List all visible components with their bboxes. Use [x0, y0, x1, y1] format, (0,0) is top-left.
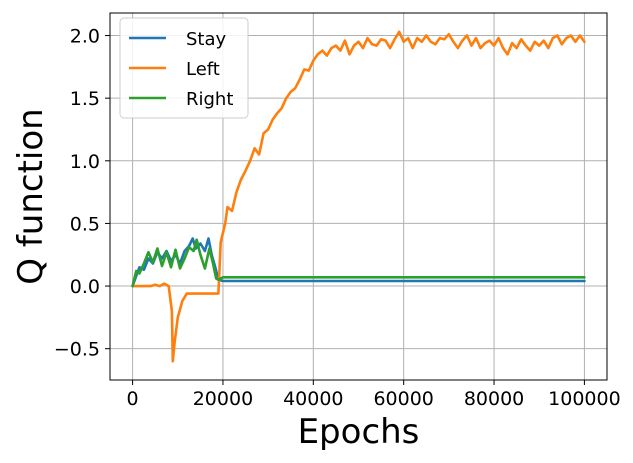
x-tick-label: 0: [127, 388, 139, 410]
x-tick-label: 40000: [283, 388, 343, 410]
legend-label-stay: Stay: [186, 29, 227, 50]
y-tick-label: 1.0: [70, 151, 100, 173]
legend-label-right: Right: [186, 89, 233, 110]
y-tick-label: −0.5: [54, 339, 100, 361]
series-line-left: [131, 30, 586, 363]
x-axis-title: Epochs: [298, 412, 420, 452]
plot-frame: [109, 12, 608, 381]
x-tick-label: 20000: [193, 388, 253, 410]
legend-label-left: Left: [186, 59, 220, 80]
series-lines: [131, 30, 586, 363]
series-line-right: [131, 238, 586, 288]
x-tick-label: 100000: [548, 388, 621, 410]
y-axis-title: Q function: [11, 108, 51, 284]
y-tick-label: 0.5: [70, 213, 100, 235]
x-tick-label: 80000: [464, 388, 524, 410]
y-tick-label: 0.0: [70, 276, 100, 298]
y-tick-label: 1.5: [70, 88, 100, 110]
series-line-stay: [131, 237, 586, 288]
legend-box: [119, 17, 249, 119]
x-tick-label: 60000: [373, 388, 433, 410]
legend: Stay Left Right: [119, 17, 249, 119]
axis-ticks: 0 20000 40000 60000 80000 100000 −0.5 0.0 0.5 1.0…: [54, 26, 621, 410]
y-tick-label: 2.0: [70, 26, 100, 48]
